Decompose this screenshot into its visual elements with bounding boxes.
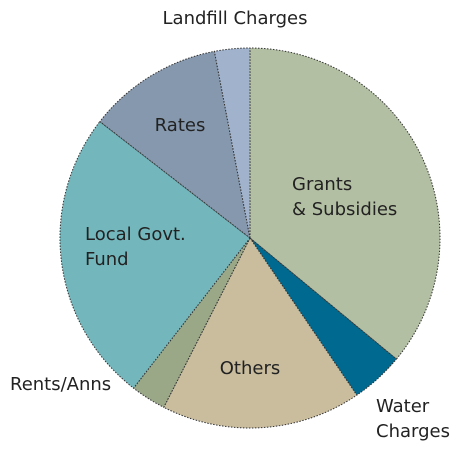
pie-slice xyxy=(249,47,441,360)
pie-slice xyxy=(213,47,251,239)
pie-slice xyxy=(99,50,251,240)
pie-slice xyxy=(163,237,358,429)
pie-slice xyxy=(59,120,251,389)
slice-label: Others xyxy=(220,358,281,379)
slice-label: Rents/Anns xyxy=(10,374,111,395)
slice-label: Landfill Charges xyxy=(163,8,308,29)
slice-label: Local Govt. Fund xyxy=(85,224,186,270)
slice-label: Rates xyxy=(155,115,206,136)
slice-label: Grants & Subsidies xyxy=(292,174,397,220)
slice-label: Water Charges xyxy=(376,396,450,442)
